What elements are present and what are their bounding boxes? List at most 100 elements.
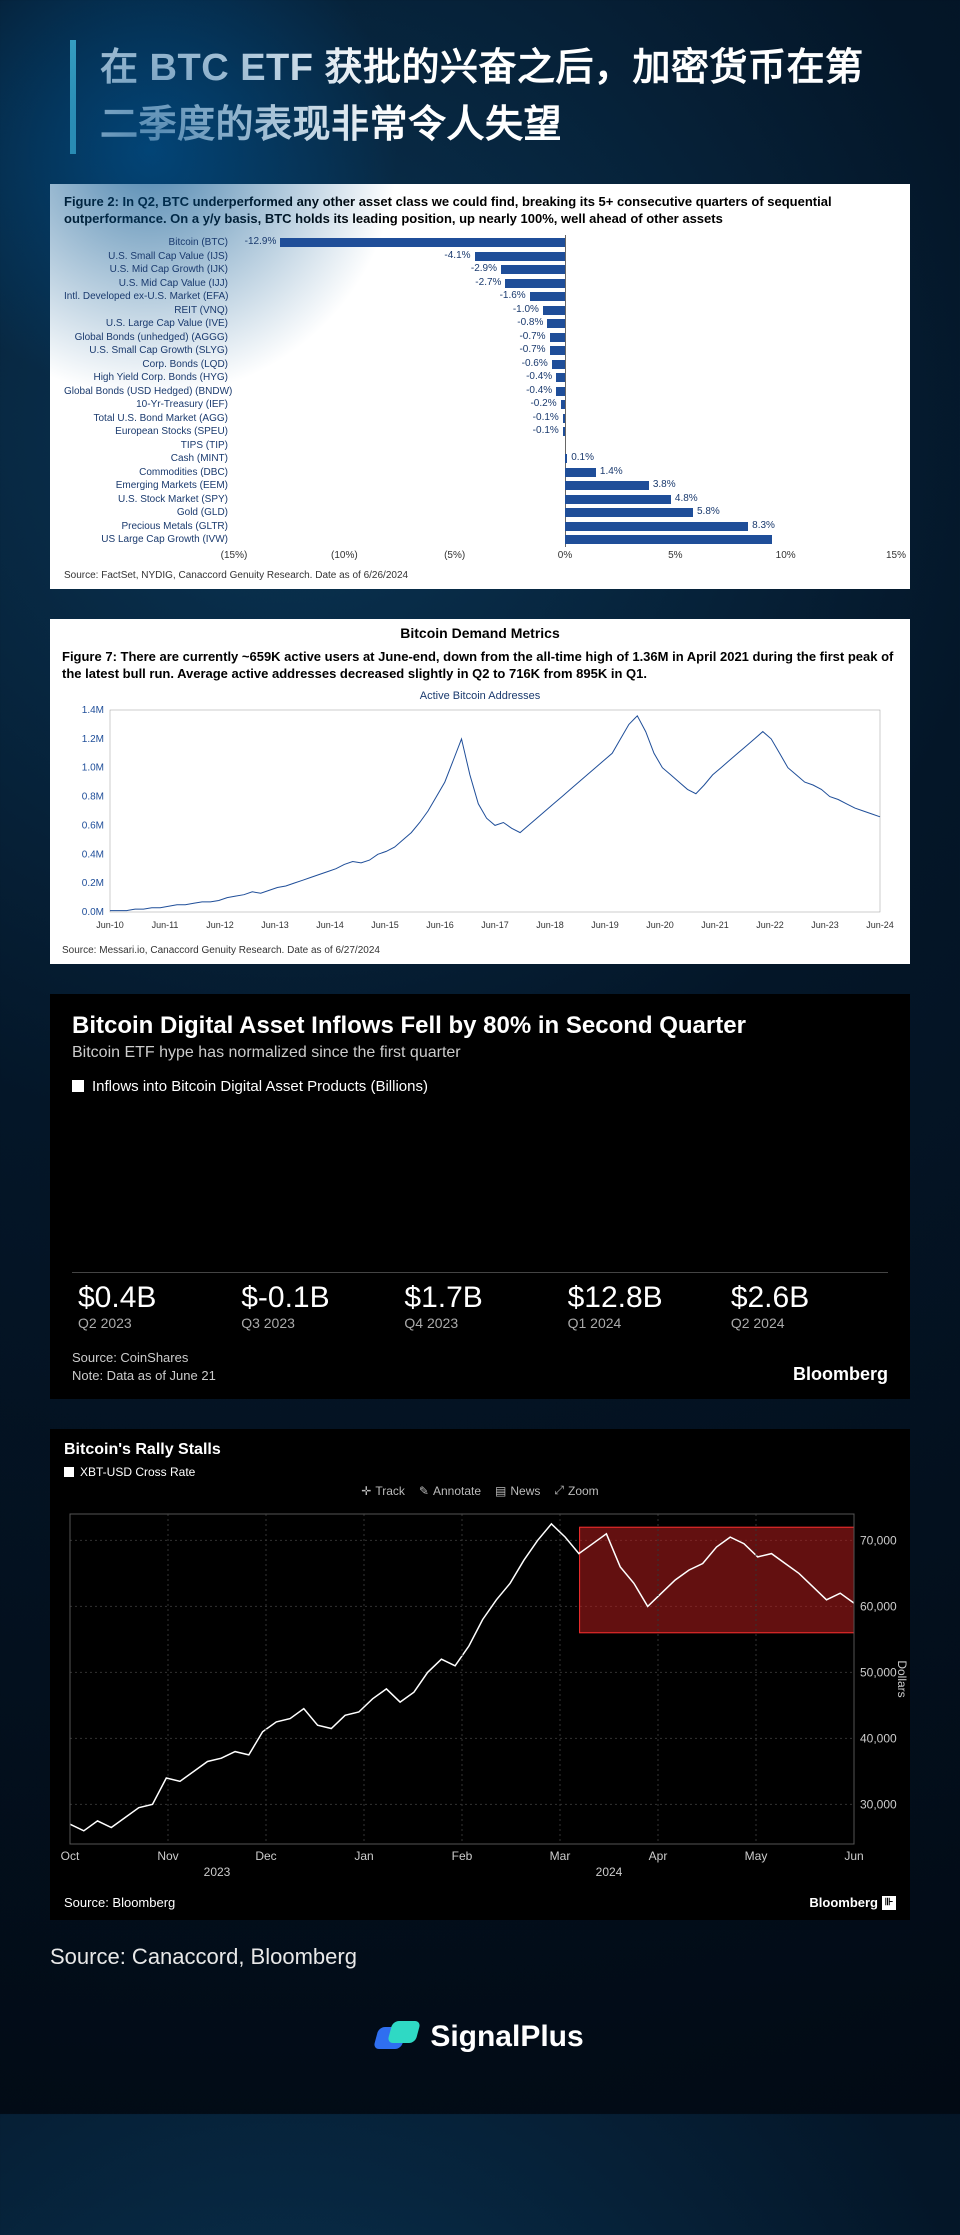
bar — [475, 252, 565, 261]
bar-label: Bitcoin (BTC) — [64, 237, 234, 248]
panel3-title: Bitcoin Digital Asset Inflows Fell by 80… — [72, 1012, 888, 1040]
bar — [563, 414, 565, 423]
panel3-brand: Bloomberg — [793, 1364, 888, 1385]
bar-value: -0.8% — [517, 317, 543, 328]
svg-text:Jun-18: Jun-18 — [536, 920, 564, 930]
svg-text:2024: 2024 — [596, 1865, 623, 1879]
svg-text:30,000: 30,000 — [860, 1798, 897, 1812]
bar-value: -1.0% — [513, 304, 539, 315]
bar-label: Q4 2023 — [404, 1315, 555, 1331]
bar — [280, 238, 565, 247]
bar — [547, 319, 565, 328]
svg-text:Jan: Jan — [354, 1849, 373, 1863]
svg-text:Jun-11: Jun-11 — [152, 920, 179, 930]
svg-text:Jun: Jun — [844, 1849, 863, 1863]
bar — [565, 495, 671, 504]
bar-row: 10-Yr-Treasury (IEF)-0.2% — [64, 398, 896, 412]
bar-row: U.S. Small Cap Growth (SLYG)-0.7% — [64, 344, 896, 358]
bar-label: US Large Cap Growth (IVW) — [64, 534, 234, 545]
panel1-source: Source: FactSet, NYDIG, Canaccord Genuit… — [64, 570, 896, 581]
bar-label: Global Bonds (USD Hedged) (BNDW) — [64, 386, 234, 397]
panel3-source: Source: CoinShares Note: Data as of June… — [72, 1349, 216, 1385]
panel3-source-line1: Source: CoinShares — [72, 1349, 216, 1367]
panel4-toolbar: ✛Track ✎Annotate ▤News ⤢Zoom — [50, 1483, 910, 1498]
bar-label: Q2 2023 — [78, 1315, 229, 1331]
bar — [565, 468, 596, 477]
bar-row: U.S. Mid Cap Value (IJJ)-2.7% — [64, 276, 896, 290]
bar-value: -0.1% — [533, 425, 559, 436]
legend-swatch — [72, 1080, 84, 1092]
panel3-subtitle: Bitcoin ETF hype has normalized since th… — [72, 1044, 888, 1062]
svg-text:70,000: 70,000 — [860, 1534, 897, 1548]
bar-row: Precious Metals (GLTR)8.3% — [64, 519, 896, 533]
tool-label: Zoom — [568, 1484, 599, 1498]
bar-label: Q3 2023 — [241, 1315, 392, 1331]
bar-label: U.S. Mid Cap Growth (IJK) — [64, 264, 234, 275]
bar-row: Total U.S. Bond Market (AGG)-0.1% — [64, 411, 896, 425]
bar — [556, 373, 565, 382]
bar — [565, 522, 748, 531]
bar — [550, 346, 565, 355]
signalplus-logo: SignalPlus — [0, 2020, 960, 2054]
logo-mark — [376, 2021, 418, 2053]
panel-q2-performance: Figure 2: In Q2, BTC underperformed any … — [50, 184, 910, 589]
panel3-bars — [72, 1103, 888, 1273]
bar-label: U.S. Small Cap Value (IJS) — [64, 251, 234, 262]
bar-value: -0.7% — [519, 344, 545, 355]
svg-text:0.6M: 0.6M — [82, 820, 104, 831]
bar-label: U.S. Large Cap Value (IVE) — [64, 318, 234, 329]
svg-text:May: May — [745, 1849, 768, 1863]
bar-value: $-0.1B — [241, 1283, 392, 1313]
bar-label: Precious Metals (GLTR) — [64, 521, 234, 532]
bar-value: -0.4% — [526, 385, 552, 396]
toolbar-annotate[interactable]: ✎Annotate — [419, 1483, 481, 1498]
bar — [565, 454, 567, 463]
x-tick: (15%) — [221, 550, 248, 561]
bar-label: Total U.S. Bond Market (AGG) — [64, 413, 234, 424]
svg-text:Jun-13: Jun-13 — [261, 920, 289, 930]
panel2-title: Figure 7: There are currently ~659K acti… — [50, 645, 910, 690]
bar-label: Emerging Markets (EEM) — [64, 480, 234, 491]
bar-label: European Stocks (SPEU) — [64, 426, 234, 437]
bar-row: US Large Cap Growth (IVW) — [64, 533, 896, 547]
bar-value: $1.7B — [404, 1283, 555, 1313]
svg-text:0.2M: 0.2M — [82, 878, 104, 889]
svg-text:Jun-19: Jun-19 — [591, 920, 619, 930]
panel4-source: Source: Bloomberg — [64, 1895, 175, 1910]
bar-label: Global Bonds (unhedged) (AGGG) — [64, 332, 234, 343]
toolbar-news[interactable]: ▤News — [495, 1483, 540, 1498]
panel4-chart: 70,00060,00050,00040,00030,000DollarsOct… — [50, 1504, 910, 1884]
svg-text:Jun-24: Jun-24 — [866, 920, 894, 930]
svg-text:Dollars: Dollars — [895, 1660, 909, 1697]
bar — [565, 508, 693, 517]
bar-label: TIPS (TIP) — [64, 440, 234, 451]
x-column: $0.4BQ2 2023 — [72, 1283, 235, 1331]
x-tick: 10% — [776, 550, 796, 561]
bar — [565, 481, 649, 490]
panel1-chart: Bitcoin (BTC) -12.9% U.S. Small Cap Value … — [64, 236, 896, 547]
bar-value: -12.9% — [245, 236, 277, 247]
toolbar-track[interactable]: ✛Track — [361, 1483, 405, 1498]
bar-label: REIT (VNQ) — [64, 305, 234, 316]
x-column: $2.6BQ2 2024 — [725, 1283, 888, 1331]
bar-label: Q1 2024 — [568, 1315, 719, 1331]
bar-value: -2.7% — [475, 277, 501, 288]
tool-icon: ✛ — [361, 1484, 371, 1498]
x-column: $-0.1B Q3 2023 — [235, 1283, 398, 1331]
bar-row: European Stocks (SPEU) -0.1% — [64, 425, 896, 439]
svg-text:Nov: Nov — [157, 1849, 178, 1863]
bar-row: Emerging Markets (EEM)3.8% — [64, 479, 896, 493]
bar-value: 1.4% — [600, 466, 623, 477]
panel-rally-stalls: Bitcoin's Rally Stalls XBT-USD Cross Rat… — [50, 1429, 910, 1920]
x-tick: 15% — [886, 550, 906, 561]
tool-label: News — [510, 1484, 540, 1498]
panel4-title: Bitcoin's Rally Stalls — [50, 1441, 910, 1465]
svg-text:Feb: Feb — [452, 1849, 473, 1863]
x-column: $12.8BQ1 2024 — [562, 1283, 725, 1331]
panel2-subtitle: Active Bitcoin Addresses — [62, 690, 898, 702]
legend-swatch — [64, 1467, 74, 1477]
toolbar-zoom[interactable]: ⤢Zoom — [554, 1483, 598, 1498]
svg-text:Mar: Mar — [550, 1849, 571, 1863]
bar-value: -0.2% — [530, 398, 556, 409]
svg-text:1.2M: 1.2M — [82, 734, 104, 745]
